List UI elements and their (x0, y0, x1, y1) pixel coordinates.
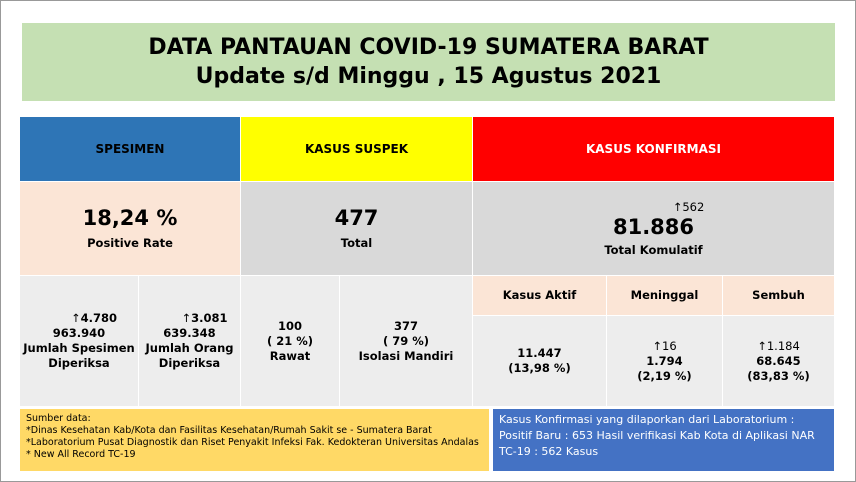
suspek-item: 100 ( 21 %) Rawat (241, 276, 339, 406)
total: 11.447 (517, 346, 562, 360)
total: 81.886 (612, 214, 695, 239)
rate-label: Positive Rate (87, 236, 173, 250)
konfirmasi-item-header: Meninggal (607, 276, 722, 315)
total: 1.794 (646, 353, 683, 368)
increase: 16 (652, 339, 677, 354)
label: Isolasi Mandiri (358, 348, 454, 363)
konfirmasi-item-header: Sembuh (723, 276, 834, 315)
total: 100 (277, 318, 302, 333)
total-label: Total Komulatif (604, 242, 703, 257)
konfirmasi-header: KASUS KONFIRMASI (473, 117, 834, 181)
label: KASUS KONFIRMASI (585, 142, 722, 156)
suspek-header: KASUS SUSPEK (241, 117, 472, 181)
note-box: Kasus Konfirmasi yang dilaporkan dari La… (493, 409, 834, 471)
note: Kasus Konfirmasi yang dilaporkan dari La… (499, 413, 815, 458)
source-line: * New All Record TC-19 (26, 449, 136, 460)
sources-box: Sumber data: *Dinas Kesehatan Kab/Kota d… (20, 409, 489, 471)
percent: (13,98 %) (508, 361, 571, 375)
percent: (83,83 %) (747, 368, 810, 383)
label: Rawat (269, 348, 311, 363)
konfirmasi-total-cell: 562 81.886 Total Komulatif (473, 182, 834, 275)
total: 639.348 (163, 326, 216, 340)
total: 477 (334, 206, 379, 230)
subtitle: Update s/d Minggu , 15 Agustus 2021 (195, 64, 662, 89)
suspek-total-cell: 477 Total (241, 182, 472, 275)
label: KASUS SUSPEK (304, 142, 409, 156)
spesimen-item: 3.081 639.348 Jumlah Orang Diperiksa (139, 276, 240, 406)
title-box: DATA PANTAUAN COVID-19 SUMATERA BARAT Up… (22, 23, 835, 101)
konfirmasi-item: 11.447 (13,98 %) (473, 316, 606, 406)
sources-title: Sumber data: (26, 413, 91, 424)
increase: 3.081 (151, 311, 227, 326)
source-line: *Laboratorium Pusat Diagnostik dan Riset… (26, 437, 479, 448)
suspek-item: 377 ( 79 %) Isolasi Mandiri (340, 276, 472, 406)
label: SPESIMEN (95, 142, 165, 156)
konfirmasi-item-header: Kasus Aktif (473, 276, 606, 315)
label: Jumlah Spesimen Diperiksa (23, 341, 135, 370)
source-line: *Dinas Kesehatan Kab/Kota dan Fasilitas … (26, 425, 432, 436)
total: 377 (393, 318, 418, 333)
percent: (2,19 %) (637, 368, 692, 383)
label: Jumlah Orang Diperiksa (145, 341, 234, 370)
konfirmasi-item: 161.794(2,19 %) (607, 316, 722, 406)
spesimen-item: 4.780 963.940 Jumlah Spesimen Diperiksa (20, 276, 138, 406)
label: Kasus Aktif (502, 288, 577, 302)
percent: ( 79 %) (382, 333, 430, 348)
total-label: Total (340, 236, 373, 250)
spesimen-header: SPESIMEN (20, 117, 240, 181)
rate: 18,24 % (82, 206, 178, 230)
percent: ( 21 %) (266, 333, 314, 348)
total: 68.645 (756, 353, 801, 368)
title: DATA PANTAUAN COVID-19 SUMATERA BARAT (148, 35, 709, 60)
rate-cell: 18,24 % Positive Rate (20, 182, 240, 275)
label: Sembuh (752, 288, 805, 302)
label: Meninggal (630, 288, 699, 302)
increase: 4.780 (41, 311, 117, 326)
total: 963.940 (52, 326, 106, 340)
increase: 1.184 (757, 339, 800, 354)
increase: 562 (673, 200, 704, 215)
